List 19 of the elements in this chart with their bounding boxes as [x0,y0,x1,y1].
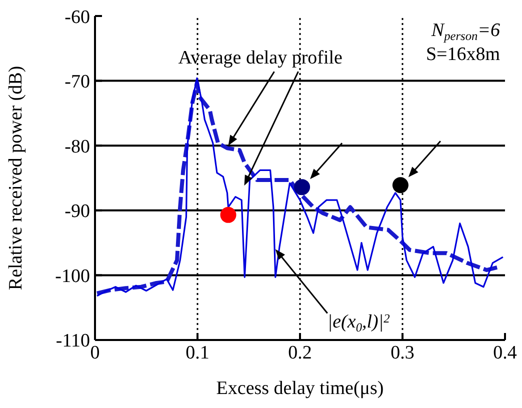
y-tick-label: -70 [64,72,90,93]
annotation: |e(x$_{0}$,l)|$^{2}$ [327,310,390,334]
x-tick-label: 0 [90,342,100,364]
y-tick-label: -110 [56,330,90,352]
annotation: Average delay profile [178,48,342,69]
y-tick-label: -60 [64,6,90,28]
x-tick-label: 0.2 [288,342,312,364]
annotation: S=16x8m [426,44,500,65]
point [220,206,236,223]
y-tick-label: -80 [64,136,90,158]
annotation: N$_{person}$=6 [430,20,500,43]
x-tick-label: 0.3 [390,342,414,364]
point [294,179,310,196]
y-tick-label: -100 [55,266,90,287]
y-tick-label: -90 [64,201,90,222]
x-tick-label: 0.4 [493,342,518,364]
x-axis-title: Excess delay time(μs) [216,378,384,399]
y-axis-title: Relative received power (dB) [6,66,27,290]
x-tick-label: 0.1 [186,342,210,364]
